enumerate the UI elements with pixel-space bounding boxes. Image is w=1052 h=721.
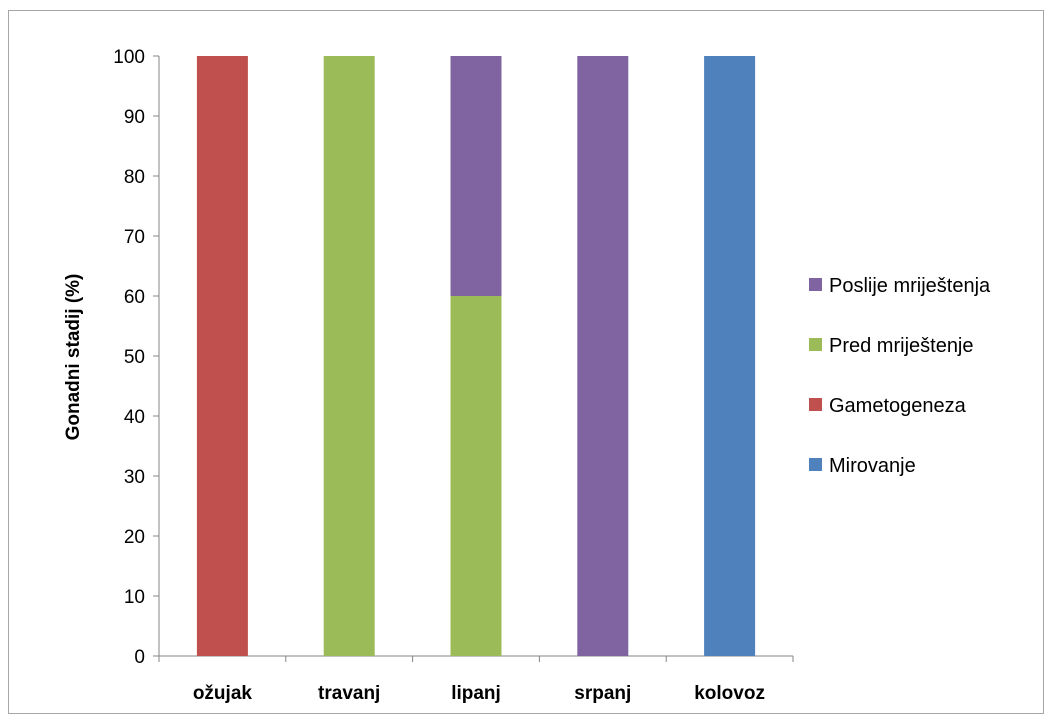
legend-swatch <box>809 458 822 471</box>
y-tick-label: 80 <box>124 167 145 188</box>
y-axis-title: Gonadni stadij (%) <box>63 274 84 441</box>
chart-frame <box>8 10 1044 714</box>
x-category-label: kolovoz <box>694 683 765 704</box>
x-category-label: lipanj <box>451 683 501 704</box>
legend-label: Gametogeneza <box>829 395 967 417</box>
y-tick-label: 30 <box>124 467 145 488</box>
bar-segment <box>450 296 502 656</box>
y-tick-label: 70 <box>124 227 145 248</box>
bars <box>196 56 756 656</box>
legend-swatch <box>809 398 822 411</box>
y-tick-label: 0 <box>134 647 145 668</box>
bar-segment <box>577 56 629 656</box>
y-axis: 0 10 20 30 40 50 60 70 80 90 100 <box>113 47 160 668</box>
y-tick-label: 10 <box>124 587 145 608</box>
legend: Poslije mriještenja Pred mriještenje Gamet… <box>809 275 991 477</box>
bar-segment <box>196 56 248 656</box>
legend-swatch <box>809 338 822 351</box>
y-tick-label: 50 <box>124 347 145 368</box>
bar-segment <box>323 56 375 656</box>
y-tick-label: 20 <box>124 527 145 548</box>
legend-swatch <box>809 278 822 291</box>
x-axis: ožujak travanj lipanj srpanj kolovoz <box>158 655 794 704</box>
legend-label: Poslije mriještenja <box>829 275 991 297</box>
x-category-label: srpanj <box>574 683 631 704</box>
bar-segment <box>450 56 502 296</box>
y-tick-label: 40 <box>124 407 145 428</box>
bar-segment <box>704 56 756 656</box>
x-category-label: ožujak <box>193 683 253 704</box>
legend-label: Mirovanje <box>829 455 916 477</box>
y-tick-label: 100 <box>113 47 145 68</box>
y-tick-label: 90 <box>124 107 145 128</box>
x-category-label: travanj <box>318 683 380 704</box>
legend-label: Pred mriještenje <box>829 335 974 357</box>
y-tick-label: 60 <box>124 287 145 308</box>
